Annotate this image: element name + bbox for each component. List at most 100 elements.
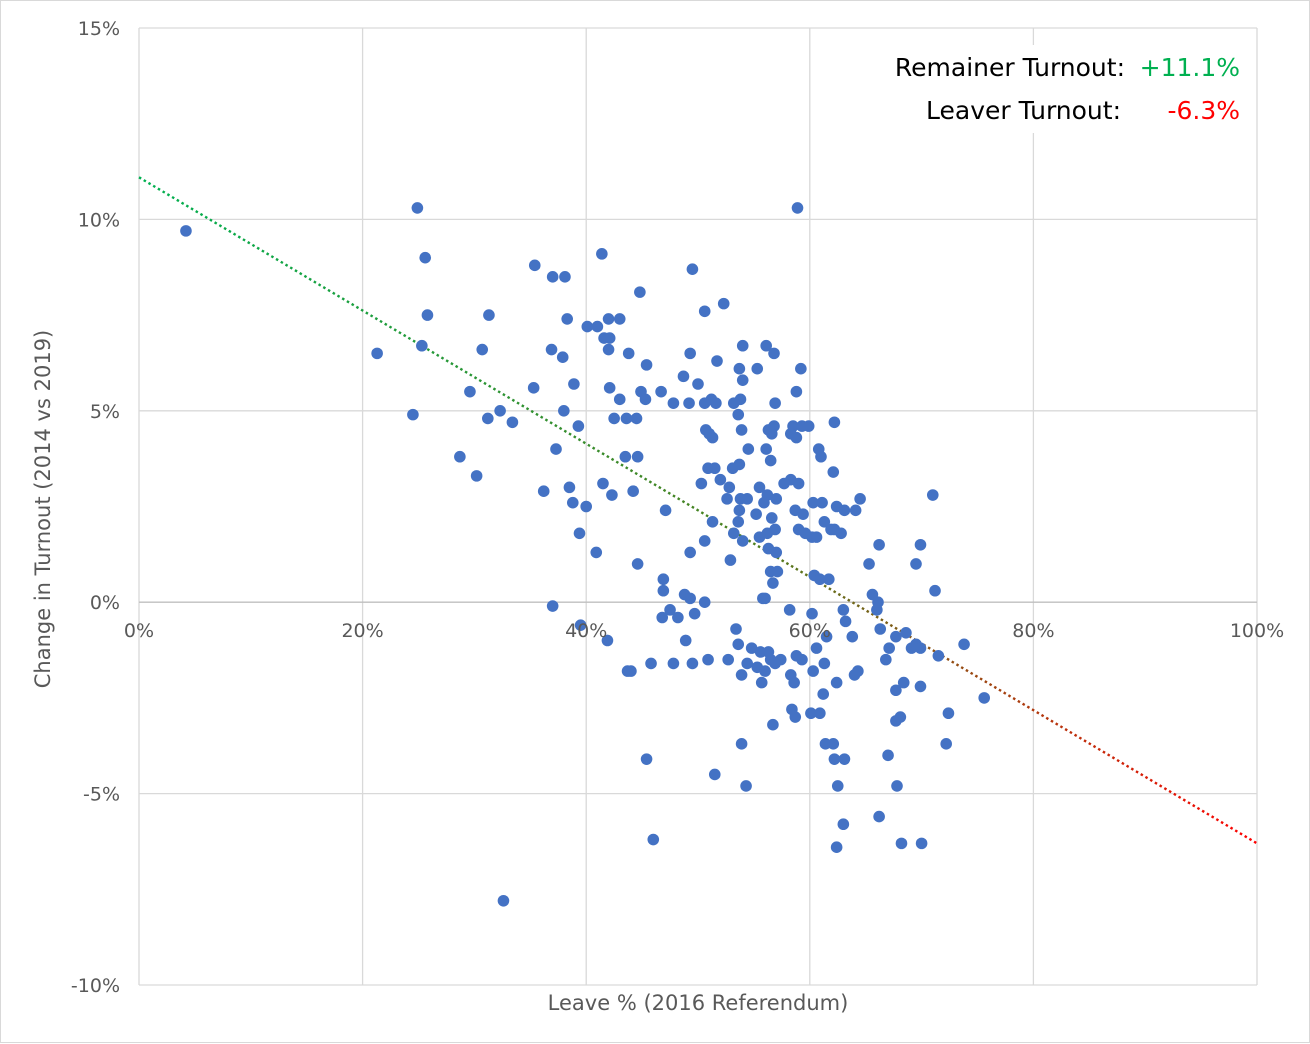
scatter-point [929, 584, 941, 597]
y-tick-label: 5% [90, 401, 120, 423]
scatter-point [559, 271, 571, 283]
scatter-point [733, 458, 746, 471]
scatter-point [978, 692, 991, 704]
scatter-point [820, 630, 833, 643]
scatter-point [817, 688, 830, 700]
scatter-point [796, 653, 808, 666]
scatter-point [741, 657, 753, 670]
scatter-point [790, 385, 803, 398]
scatter-point [732, 638, 745, 651]
x-tick-label: 0% [124, 620, 154, 642]
scatter-point [717, 297, 730, 310]
scatter-point [619, 450, 632, 463]
gridlines [138, 27, 1258, 986]
scatter-point [631, 450, 644, 463]
scatter-point [550, 443, 562, 455]
scatter-point [677, 370, 690, 383]
scatter-point [684, 347, 696, 360]
scatter-point [828, 416, 841, 429]
scatter-point [733, 362, 746, 375]
scatter-point [795, 362, 807, 375]
scatter-point [464, 385, 476, 398]
scatter-point [914, 680, 927, 693]
remainer-turnout-value: +11.1% [1140, 53, 1240, 82]
scatter-point [910, 558, 922, 570]
scatter-point [871, 604, 883, 616]
scatter-point [528, 259, 541, 272]
scatter-point [764, 565, 777, 578]
scatter-point [839, 615, 852, 628]
scatter-point [883, 642, 895, 654]
leaver-turnout-label: Leaver Turnout: [926, 96, 1121, 125]
x-tick-label: 80% [1012, 620, 1054, 642]
scatter-point [736, 374, 749, 386]
scatter-point [724, 554, 737, 566]
scatter-point [683, 397, 695, 409]
scatter-point [688, 607, 701, 620]
scatter-point [874, 623, 887, 635]
scatter-point [656, 611, 669, 624]
scatter-point [574, 619, 587, 631]
scatter-point [770, 546, 783, 559]
scatter-point [581, 320, 594, 333]
scatter-point [506, 416, 519, 429]
scatter-point [810, 531, 823, 543]
scatter-point [497, 894, 510, 907]
scatter-point [695, 477, 708, 490]
scatter-point [371, 347, 383, 360]
scatter-point [770, 493, 783, 505]
scatter-point [730, 623, 742, 635]
scatter-point [563, 481, 576, 494]
scatter-point [411, 202, 424, 214]
scatter-point [762, 646, 775, 658]
scatter-point [753, 481, 766, 494]
scatter-point [476, 343, 489, 356]
scatter-point [613, 313, 626, 325]
scatter-point [831, 780, 844, 792]
scatter-point [698, 305, 711, 318]
scatter-point [667, 397, 680, 409]
scatter-point [758, 496, 770, 509]
scatter-point [613, 393, 626, 406]
scatter-point [732, 408, 745, 421]
scatter-point [630, 412, 643, 425]
scatter-point [483, 309, 495, 321]
y-tick-label: 0% [90, 592, 120, 614]
scatter-point [692, 378, 704, 390]
scatter-point [765, 427, 778, 440]
y-tick-label: -10% [71, 975, 120, 997]
scatter-point [407, 408, 419, 421]
scatter-point [686, 657, 699, 670]
scatter-point [926, 489, 939, 501]
scatter-point [768, 347, 780, 360]
scatter-point [915, 837, 928, 850]
scatter-point [537, 485, 550, 497]
scatter-point [835, 527, 847, 540]
scatter-point [634, 286, 646, 298]
scatter-point [640, 753, 653, 765]
scatter-point [873, 538, 885, 551]
scatter-point [846, 630, 859, 643]
scatter-point [710, 397, 722, 409]
scatter-point [894, 711, 907, 723]
scatter-point [180, 225, 192, 237]
scatter-point [814, 707, 826, 720]
scatter-point [454, 450, 466, 463]
x-tick-label: 20% [341, 620, 383, 642]
scatter-point [810, 642, 823, 654]
scatter-point [760, 443, 772, 455]
scatter-point [736, 339, 749, 352]
scatter-point [735, 424, 748, 436]
scatter-point [759, 592, 771, 605]
scatter-point [721, 493, 733, 505]
y-tick-label: 15% [78, 18, 120, 40]
remainer-turnout-label: Remainer Turnout: [895, 53, 1125, 82]
scatter-point [714, 473, 727, 486]
leaver-turnout-value: -6.3% [1167, 96, 1240, 125]
y-axis-title: Change in Turnout (2014 vs 2019) [31, 330, 55, 688]
scatter-point [802, 420, 815, 432]
scatter-point [620, 412, 633, 425]
scatter-point [914, 538, 927, 551]
scatter-point [897, 676, 910, 689]
